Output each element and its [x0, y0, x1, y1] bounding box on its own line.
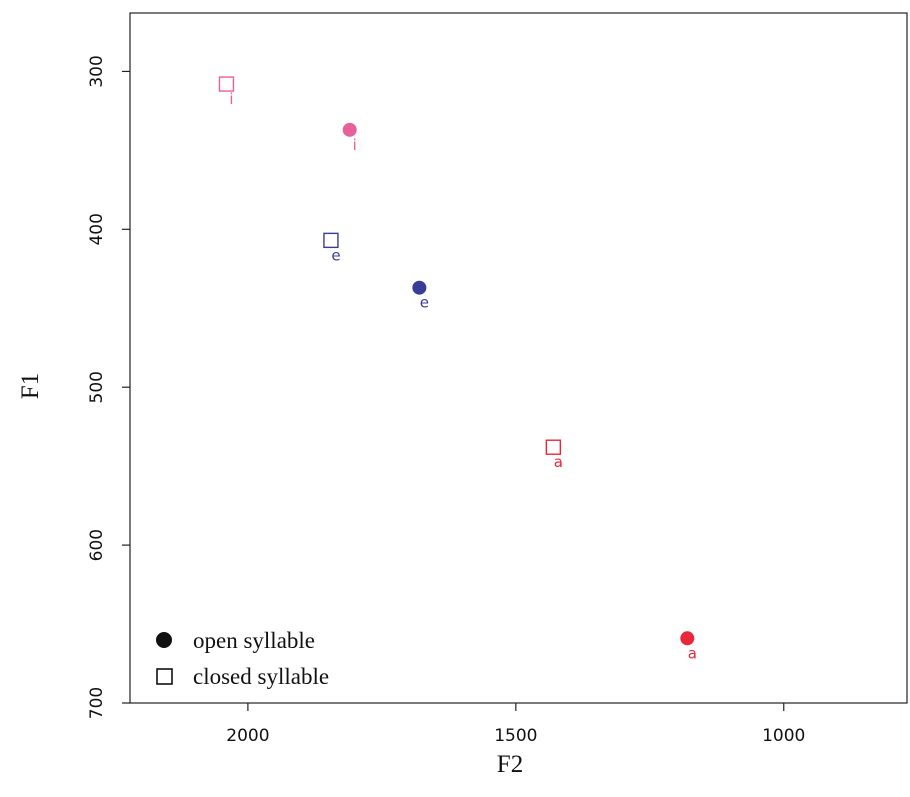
legend-open-syllable-label: open syllable — [193, 628, 315, 653]
x-tick-label: 1500 — [494, 726, 537, 746]
y-tick-label: 400 — [87, 213, 107, 245]
legend-closed-syllable-label: closed syllable — [193, 664, 329, 689]
y-tick-label: 300 — [87, 55, 107, 87]
data-points: iieeaauuoo — [218, 76, 697, 662]
open-syllable-point-i — [342, 122, 357, 137]
legend-closed-syllable-marker — [156, 668, 173, 685]
legend: open syllable closed syllable — [156, 628, 329, 689]
closed-syllable-point-a — [545, 439, 562, 455]
legend-open-syllable-marker — [156, 632, 172, 648]
y-axis-title: F1 — [17, 373, 44, 399]
closed-syllable-point-i — [218, 76, 235, 92]
y-tick-label: 500 — [87, 371, 107, 403]
point-label-e: e — [420, 294, 429, 312]
axes: 2000 1500 1000 300 400 500 600 700 — [87, 55, 805, 746]
x-tick-label: 2000 — [226, 726, 269, 746]
y-tick-label: 600 — [87, 529, 107, 561]
open-syllable-point-e — [412, 280, 427, 295]
y-tick-label: 700 — [87, 687, 107, 719]
x-axis-title: F2 — [497, 751, 523, 778]
closed-syllable-point-e — [323, 232, 339, 249]
x-tick-label: 1000 — [762, 726, 805, 746]
point-label-e: e — [331, 246, 340, 264]
point-label-a: a — [688, 644, 697, 662]
open-syllable-point-a — [680, 631, 695, 646]
plot-frame — [129, 12, 908, 704]
point-label-a: a — [554, 453, 563, 471]
point-label-i: i — [229, 90, 233, 108]
point-label-i: i — [353, 136, 357, 154]
